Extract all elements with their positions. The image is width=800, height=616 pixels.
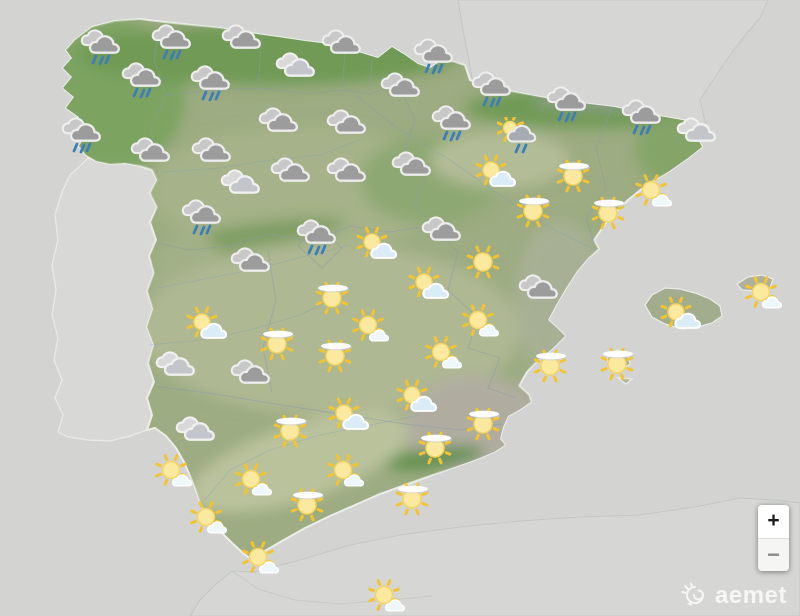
zoom-in-button[interactable]: + <box>758 505 789 538</box>
weather-icon-rain <box>412 35 458 77</box>
weather-icon-sun-wisp <box>412 426 458 468</box>
zoom-out-button[interactable]: − <box>758 538 789 571</box>
weather-icon-sun-wisp <box>510 189 556 231</box>
weather-icon-sun-cloud-blue <box>659 296 705 338</box>
weather-icon-sun-smallcloud <box>632 172 678 214</box>
weather-icon-rain <box>180 196 226 238</box>
weather-icon-rain <box>620 96 666 138</box>
aemet-logo-text: aemet <box>715 581 787 609</box>
zoom-control-divider <box>758 537 789 539</box>
weather-icon-cloud-dark <box>190 132 236 174</box>
weather-icon-sun-cloud-blue <box>327 397 373 439</box>
weather-icon-cloud-dark <box>269 152 315 194</box>
weather-icon-sun-wisp <box>267 409 313 451</box>
weather-icon-sun-wisp <box>594 342 640 384</box>
weather-icon-rain <box>545 83 591 125</box>
weather-icon-sun-smallcloud <box>365 577 411 616</box>
weather-icon-sun-wisp <box>460 402 506 444</box>
weather-icon-rain <box>60 114 106 156</box>
weather-icon-cloud-dark <box>229 242 275 284</box>
zoom-control: + − <box>758 505 789 571</box>
weather-icon-sun-smallcloud <box>349 307 395 349</box>
aemet-logo: aemet <box>681 582 787 609</box>
weather-icon-sun-wisp <box>254 322 300 364</box>
weather-icon-sun-smallcloud <box>239 539 285 581</box>
weather-icon-rain <box>430 102 476 144</box>
weather-icon-cloud-light <box>274 47 320 89</box>
africa-land <box>189 497 800 616</box>
weather-icon-sun-smallcloud <box>324 452 370 494</box>
weather-icon-sun-cloud-blue <box>407 266 453 308</box>
weather-icon-sun-cloud-blue <box>355 226 401 268</box>
weather-icon-cloud-dark <box>129 132 175 174</box>
weather-icon-sun-smallcloud <box>422 334 468 376</box>
weather-icon-cloud-dark <box>390 146 436 188</box>
weather-icon-sun-smallcloud <box>152 452 198 494</box>
weather-icon-sun-cloud-blue <box>474 154 520 196</box>
weather-icon-cloud-dark <box>220 19 266 61</box>
weather-icon-rain <box>189 62 235 104</box>
weather-icon-sun-wisp <box>284 483 330 525</box>
weather-icon-rain <box>120 59 166 101</box>
weather-icon-cloud-dark <box>420 211 466 253</box>
weather-icon-rain <box>79 26 125 68</box>
weather-icon-sun-rain <box>497 117 543 159</box>
weather-icon-sun-smallcloud <box>459 302 505 344</box>
weather-icon-sun-wisp <box>309 276 355 318</box>
weather-icon-cloud-dark <box>379 67 425 109</box>
weather-icon-cloud-dark <box>517 269 563 311</box>
weather-icon-sun-cloud-blue <box>185 306 231 348</box>
weather-icon-sun <box>460 241 506 283</box>
weather-icon-sun-smallcloud <box>232 461 278 503</box>
aemet-logo-glyph <box>681 582 704 606</box>
weather-icon-rain <box>470 68 516 110</box>
weather-icon-sun-cloud-blue <box>395 379 441 421</box>
weather-icon-cloud-dark <box>320 24 366 66</box>
weather-icon-sun-wisp <box>389 477 435 519</box>
weather-icon-sun-smallcloud <box>187 499 233 541</box>
weather-icon-cloud-light <box>154 346 200 388</box>
weather-icon-cloud-dark <box>325 104 371 146</box>
weather-icon-sun-wisp <box>527 344 573 386</box>
weather-icon-cloud-light <box>675 112 721 154</box>
weather-icon-cloud-light <box>174 411 220 453</box>
weather-icon-sun-smallcloud <box>742 274 788 316</box>
weather-icon-sun-wisp <box>550 154 596 196</box>
weather-icon-rain <box>295 216 341 258</box>
weather-icon-cloud-dark <box>229 354 275 396</box>
weather-icon-cloud-dark <box>257 102 303 144</box>
weather-icon-rain <box>150 21 196 63</box>
weather-icon-sun-wisp <box>585 191 631 233</box>
weather-icon-cloud-dark <box>325 152 371 194</box>
weather-icon-cloud-light <box>219 164 265 206</box>
weather-icon-sun-wisp <box>312 334 358 376</box>
